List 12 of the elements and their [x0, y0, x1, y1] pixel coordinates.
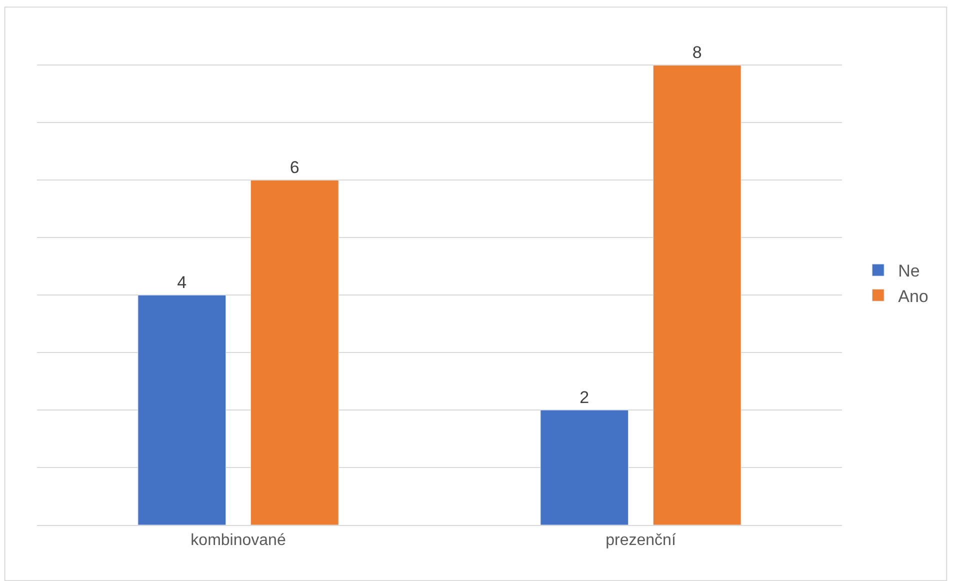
bar — [250, 180, 339, 525]
bar — [138, 294, 226, 525]
bar — [652, 64, 742, 525]
bar — [540, 410, 629, 525]
x-tick-label: prezenční — [606, 532, 676, 550]
data-label: 6 — [290, 158, 300, 178]
x-tick-label: kombinované — [190, 532, 286, 550]
legend-label: Ne — [898, 262, 920, 281]
data-label: 4 — [177, 273, 187, 292]
legend-label: Ano — [898, 286, 928, 306]
data-label: 8 — [692, 43, 702, 62]
data-label: 2 — [580, 388, 590, 408]
